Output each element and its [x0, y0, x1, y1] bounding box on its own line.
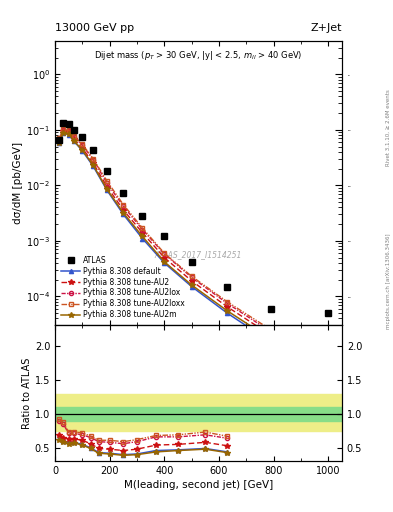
Text: Rivet 3.1.10, ≥ 2.6M events: Rivet 3.1.10, ≥ 2.6M events [386, 90, 391, 166]
Y-axis label: Ratio to ATLAS: Ratio to ATLAS [22, 357, 32, 429]
Text: 13000 GeV pp: 13000 GeV pp [55, 23, 134, 33]
Text: mcplots.cern.ch [arXiv:1306.3436]: mcplots.cern.ch [arXiv:1306.3436] [386, 234, 391, 329]
Text: Z+Jet: Z+Jet [310, 23, 342, 33]
Text: ATLAS_2017_I1514251: ATLAS_2017_I1514251 [155, 250, 242, 259]
Y-axis label: dσ/dM [pb/GeV]: dσ/dM [pb/GeV] [13, 142, 23, 224]
Text: Dijet mass ($p_{T}$ > 30 GeV, |y| < 2.5, $m_{ll}$ > 40 GeV): Dijet mass ($p_{T}$ > 30 GeV, |y| < 2.5,… [94, 50, 303, 62]
Legend: ATLAS, Pythia 8.308 default, Pythia 8.308 tune-AU2, Pythia 8.308 tune-AU2lox, Py: ATLAS, Pythia 8.308 default, Pythia 8.30… [59, 253, 187, 322]
X-axis label: M(leading, second jet) [GeV]: M(leading, second jet) [GeV] [124, 480, 273, 490]
